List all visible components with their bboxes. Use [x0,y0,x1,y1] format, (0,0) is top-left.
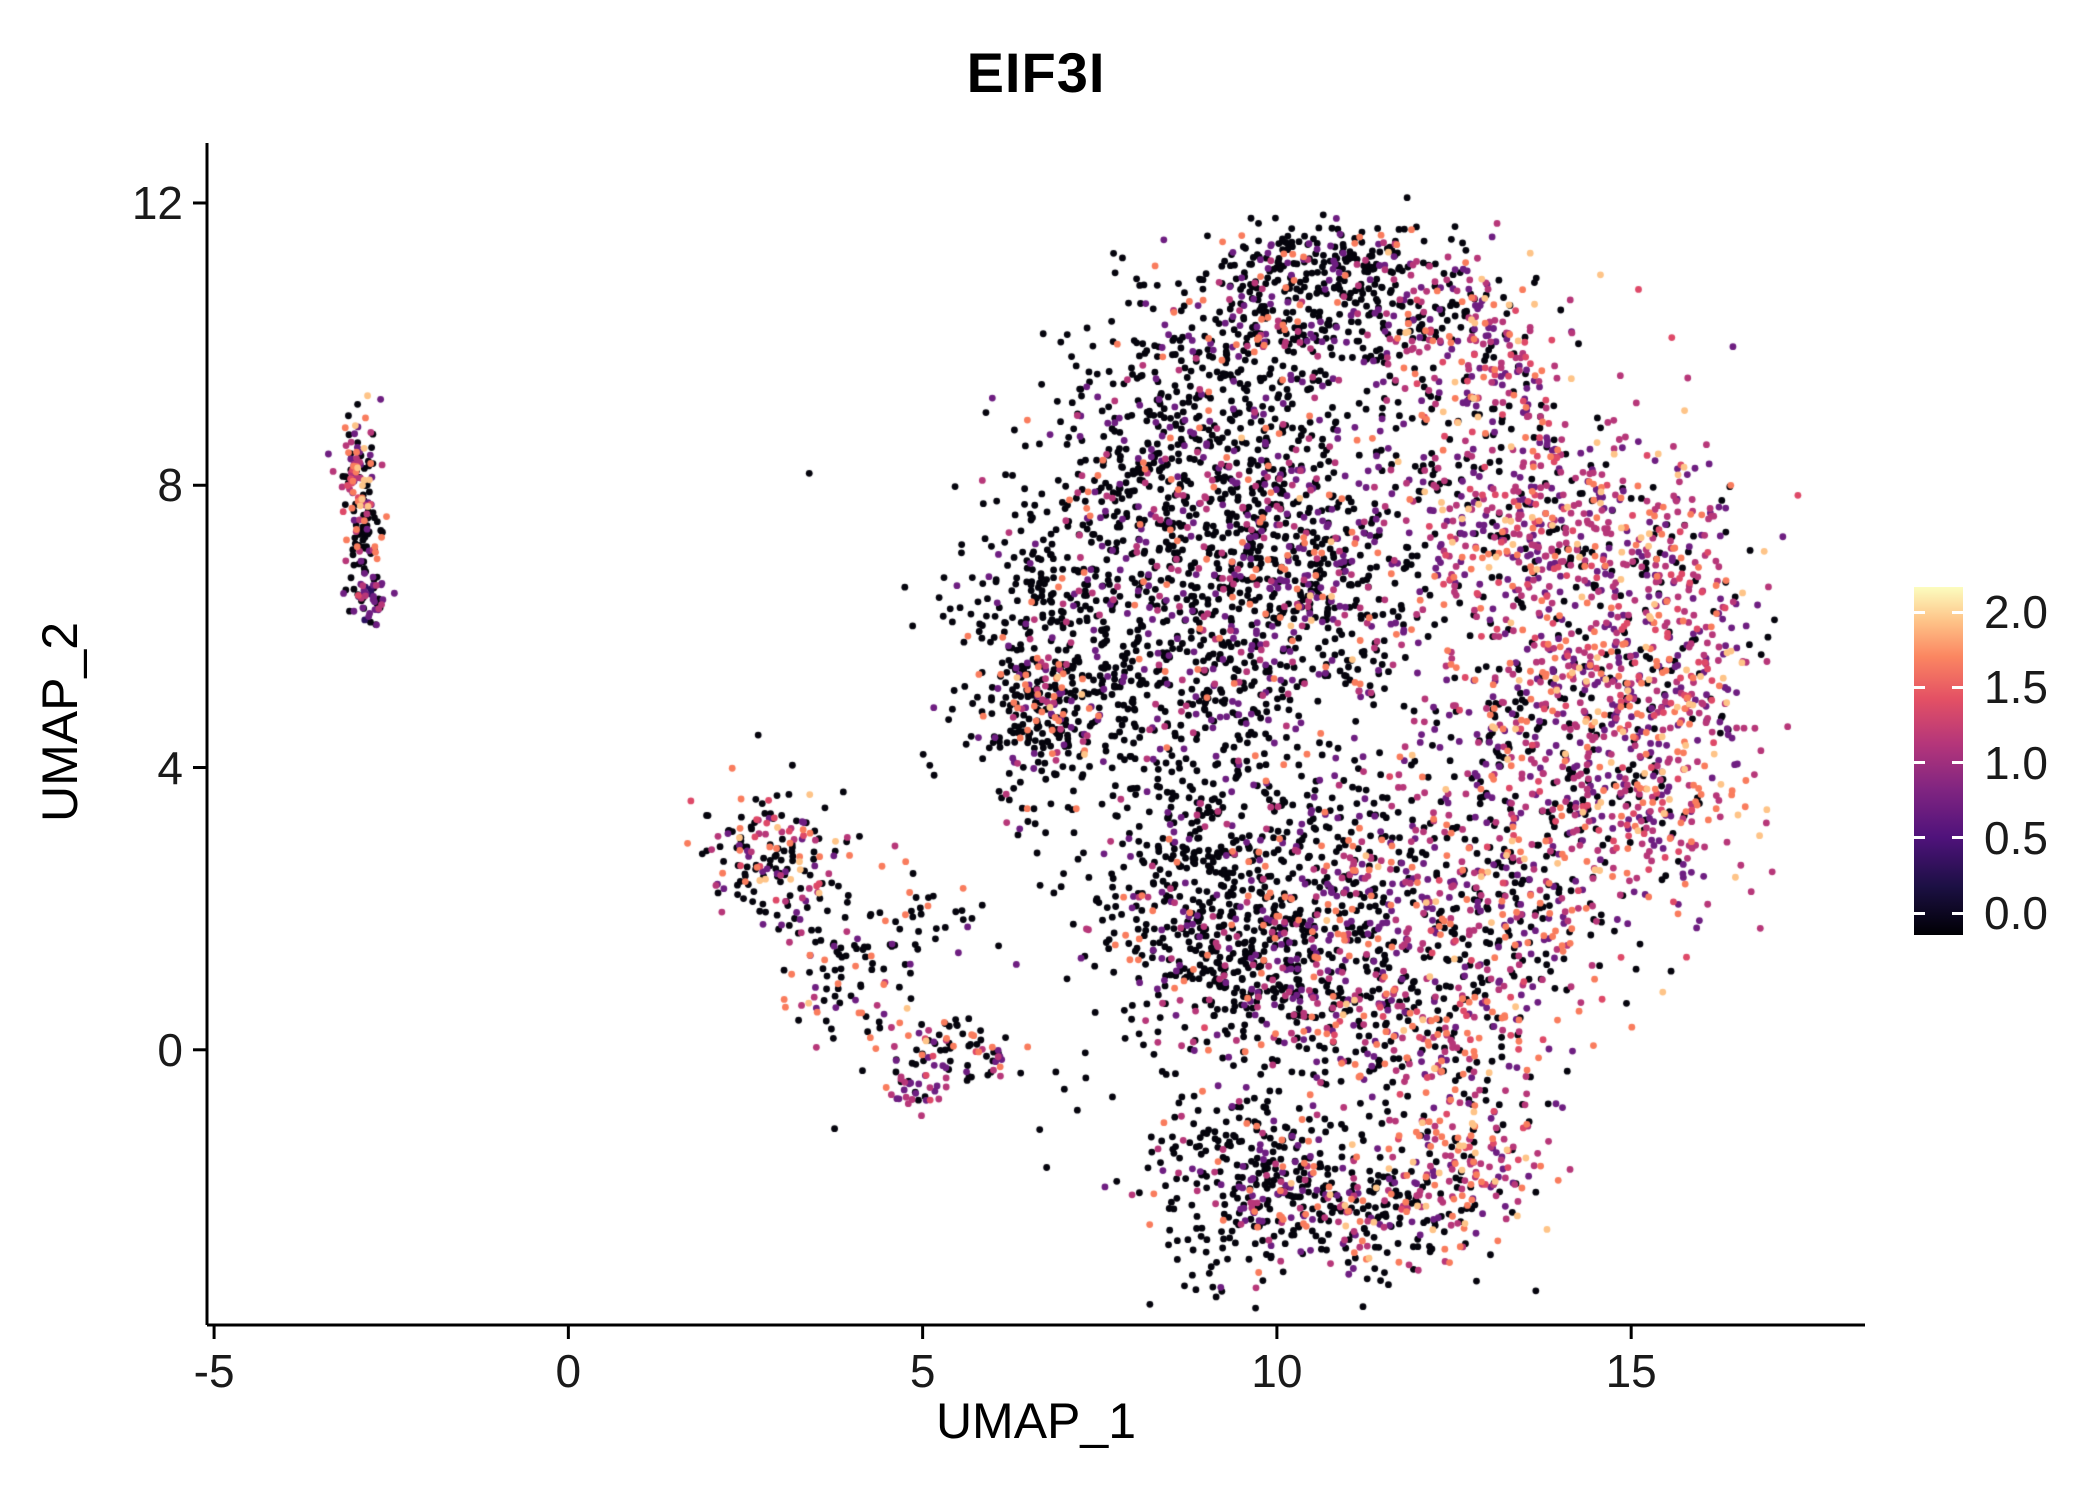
x-tick-label: 5 [909,1345,936,1397]
y-tick-label: 0 [157,1023,183,1076]
y-tick-label: 12 [131,176,183,229]
colorbar-tick-mark [1952,685,1963,689]
colorbar-tick-mark [1952,836,1963,840]
colorbar-tick-mark [1914,610,1925,614]
colorbar-tick-mark [1952,610,1963,614]
x-tick-label: 0 [555,1345,582,1397]
y-tick-label: 4 [157,741,183,794]
colorbar-tick-label: 2.0 [1984,586,2048,638]
colorbar-tick-mark [1914,911,1925,915]
colorbar-tick-mark [1914,836,1925,840]
y-tick-label: 8 [157,459,183,512]
colorbar-tick-mark [1952,911,1963,915]
colorbar-tick-label: 1.5 [1984,661,2048,714]
colorbar-legend [1914,587,1963,935]
colorbar-tick-mark [1952,761,1963,764]
colorbar-tick-label: 0.5 [1984,811,2048,864]
colorbar-tick-mark [1914,761,1925,764]
colorbar-tick-mark [1914,685,1925,689]
x-tick-label: 15 [1605,1345,1657,1397]
colorbar-tick-label: 0.0 [1984,887,2048,939]
colorbar-tick-label: 1.0 [1984,736,2048,789]
x-tick-label: -5 [193,1345,235,1397]
x-tick-label: 10 [1251,1345,1303,1397]
